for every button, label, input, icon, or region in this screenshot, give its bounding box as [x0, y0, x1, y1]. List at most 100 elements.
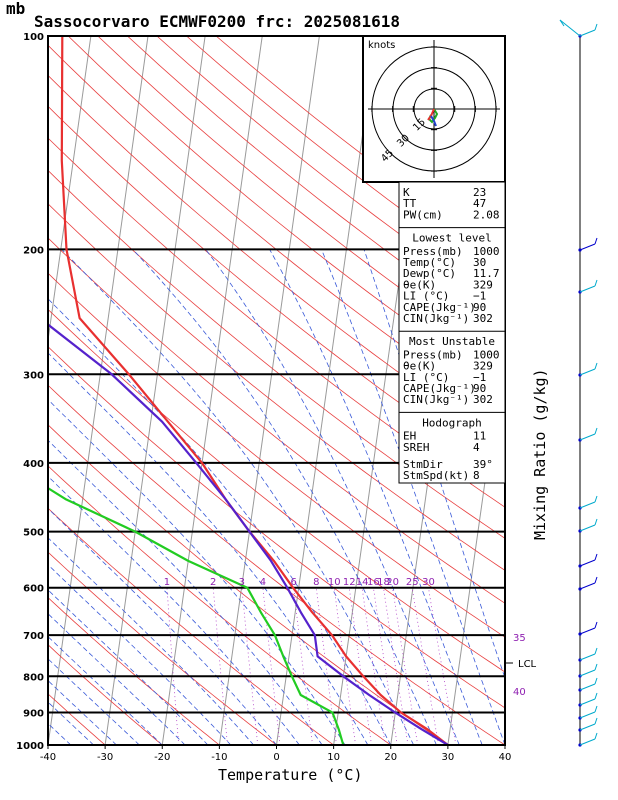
wind-barb-feather — [594, 621, 598, 629]
wind-barb — [579, 711, 596, 719]
hodo-1-value: 4 — [473, 441, 480, 454]
pressure-tick-600: 600 — [23, 584, 44, 595]
lowest-6-value: 302 — [473, 312, 493, 325]
lowest-1-value: 30 — [473, 256, 486, 269]
lcl-label: LCL — [518, 659, 537, 670]
dry-adiabat — [48, 346, 505, 709]
lowest-0-value: 1000 — [473, 245, 500, 258]
pressure-tick-900: 900 — [23, 709, 44, 720]
unstable-3-key: CAPE(Jkg⁻¹) — [403, 382, 476, 395]
wind-barb — [579, 559, 596, 567]
wind-barb — [579, 433, 596, 441]
hodograph-unit: knots — [368, 40, 395, 51]
unstable-1-key: θe(K) — [403, 360, 436, 373]
dry-adiabat — [48, 44, 505, 419]
lowest-level-heading: Lowest level — [412, 232, 491, 245]
storm-1-value: 8 — [473, 469, 480, 482]
isotherm — [218, 36, 320, 745]
mixing-ratio-label-4: 4 — [260, 577, 266, 588]
mixing-ratio-label-14: 14 — [356, 577, 369, 588]
dry-adiabat — [48, 169, 505, 539]
hodograph-heading: Hodograph — [422, 416, 482, 429]
lowest-3-value: 329 — [473, 278, 493, 291]
moist-adiabat — [48, 298, 392, 745]
index-top-1-key: TT — [403, 197, 417, 210]
x-tick--30: -30 — [97, 752, 113, 763]
pressure-tick-1000: 1000 — [16, 741, 44, 752]
unstable-2-value: −1 — [473, 371, 486, 384]
x-tick--10: -10 — [211, 752, 227, 763]
wind-barb-feather — [594, 553, 598, 561]
x-tick--40: -40 — [40, 752, 56, 763]
dry-adiabat — [48, 644, 163, 745]
hodograph: knots 15 30 45 — [362, 35, 506, 183]
mixing-ratio-label-10: 10 — [328, 577, 341, 588]
mixing-ratio-label-18: 18 — [377, 577, 390, 588]
pressure-tick-700: 700 — [23, 631, 44, 642]
dry-adiabat — [48, 272, 505, 638]
index-top-0-key: K — [403, 186, 410, 199]
pressure-tick-300: 300 — [23, 370, 44, 381]
wind-barb-feather — [594, 427, 598, 435]
wind-barb — [579, 368, 596, 376]
mixing-ratio-label-25: 25 — [406, 577, 419, 588]
pressure-tick-500: 500 — [23, 528, 44, 539]
wind-barb-feather — [594, 663, 598, 671]
wind-barb-top — [559, 19, 581, 37]
mixing-ratio-label-1: 1 — [164, 577, 170, 588]
dry-adiabat — [48, 551, 278, 745]
unstable-0-value: 1000 — [473, 348, 500, 361]
mixing-ratio-label-30: 30 — [422, 577, 435, 588]
mixing-ratio-label-20: 20 — [386, 577, 399, 588]
index-top-1-value: 47 — [473, 197, 486, 210]
profile-lines — [48, 36, 449, 745]
wind-barb — [579, 524, 596, 532]
lowest-0-key: Press(mb) — [403, 245, 463, 258]
wind-barb — [579, 669, 596, 677]
adiabat-label-40: 40 — [513, 687, 526, 698]
mixing-ratio-label-2: 2 — [210, 577, 216, 588]
lowest-2-key: Dewp(°C) — [403, 267, 456, 280]
unstable-4-key: CIN(Jkg⁻¹) — [403, 393, 469, 406]
wind-barb — [579, 738, 596, 746]
unstable-1-value: 329 — [473, 360, 493, 373]
wind-barb-feather — [594, 677, 598, 685]
unstable-4-value: 302 — [473, 393, 493, 406]
lowest-4-value: −1 — [473, 290, 486, 303]
mixing-ratio-label-3: 3 — [239, 577, 245, 588]
wind-barb — [579, 285, 596, 293]
isotherm — [48, 36, 149, 745]
wind-barb — [579, 723, 596, 731]
wind-barb-feather — [594, 647, 598, 655]
profile-series-0 — [60, 36, 449, 745]
storm-0-value: 39° — [473, 458, 493, 471]
isotherm — [104, 36, 206, 745]
wind-barb-feather — [594, 518, 598, 526]
moist-adiabat — [48, 636, 163, 745]
wind-barb — [579, 29, 596, 37]
index-top-2-key: PW(cm) — [403, 208, 443, 221]
x-tick-10: 10 — [327, 752, 340, 763]
indices-frame — [398, 181, 506, 484]
x-tick-30: 30 — [442, 752, 455, 763]
hodo-0-value: 11 — [473, 430, 486, 443]
pressure-tick-200: 200 — [23, 245, 44, 256]
dry-adiabat — [48, 308, 505, 673]
hodo-0-key: EH — [403, 430, 416, 443]
wind-barb-feather — [594, 495, 598, 503]
wind-profile — [559, 19, 598, 747]
mixing-ratio-label-8: 8 — [313, 577, 319, 588]
pressure-unit: mb — [6, 0, 25, 18]
moist-adiabat — [132, 249, 437, 745]
most-unstable-heading: Most Unstable — [409, 335, 495, 348]
wind-barb — [579, 627, 596, 635]
lowest-3-key: θe(K) — [403, 278, 436, 291]
wind-barb — [579, 698, 596, 706]
wind-barb-feather — [594, 237, 598, 245]
pressure-tick-100: 100 — [23, 32, 44, 43]
dry-adiabat — [48, 384, 505, 745]
dry-adiabat — [48, 465, 392, 745]
